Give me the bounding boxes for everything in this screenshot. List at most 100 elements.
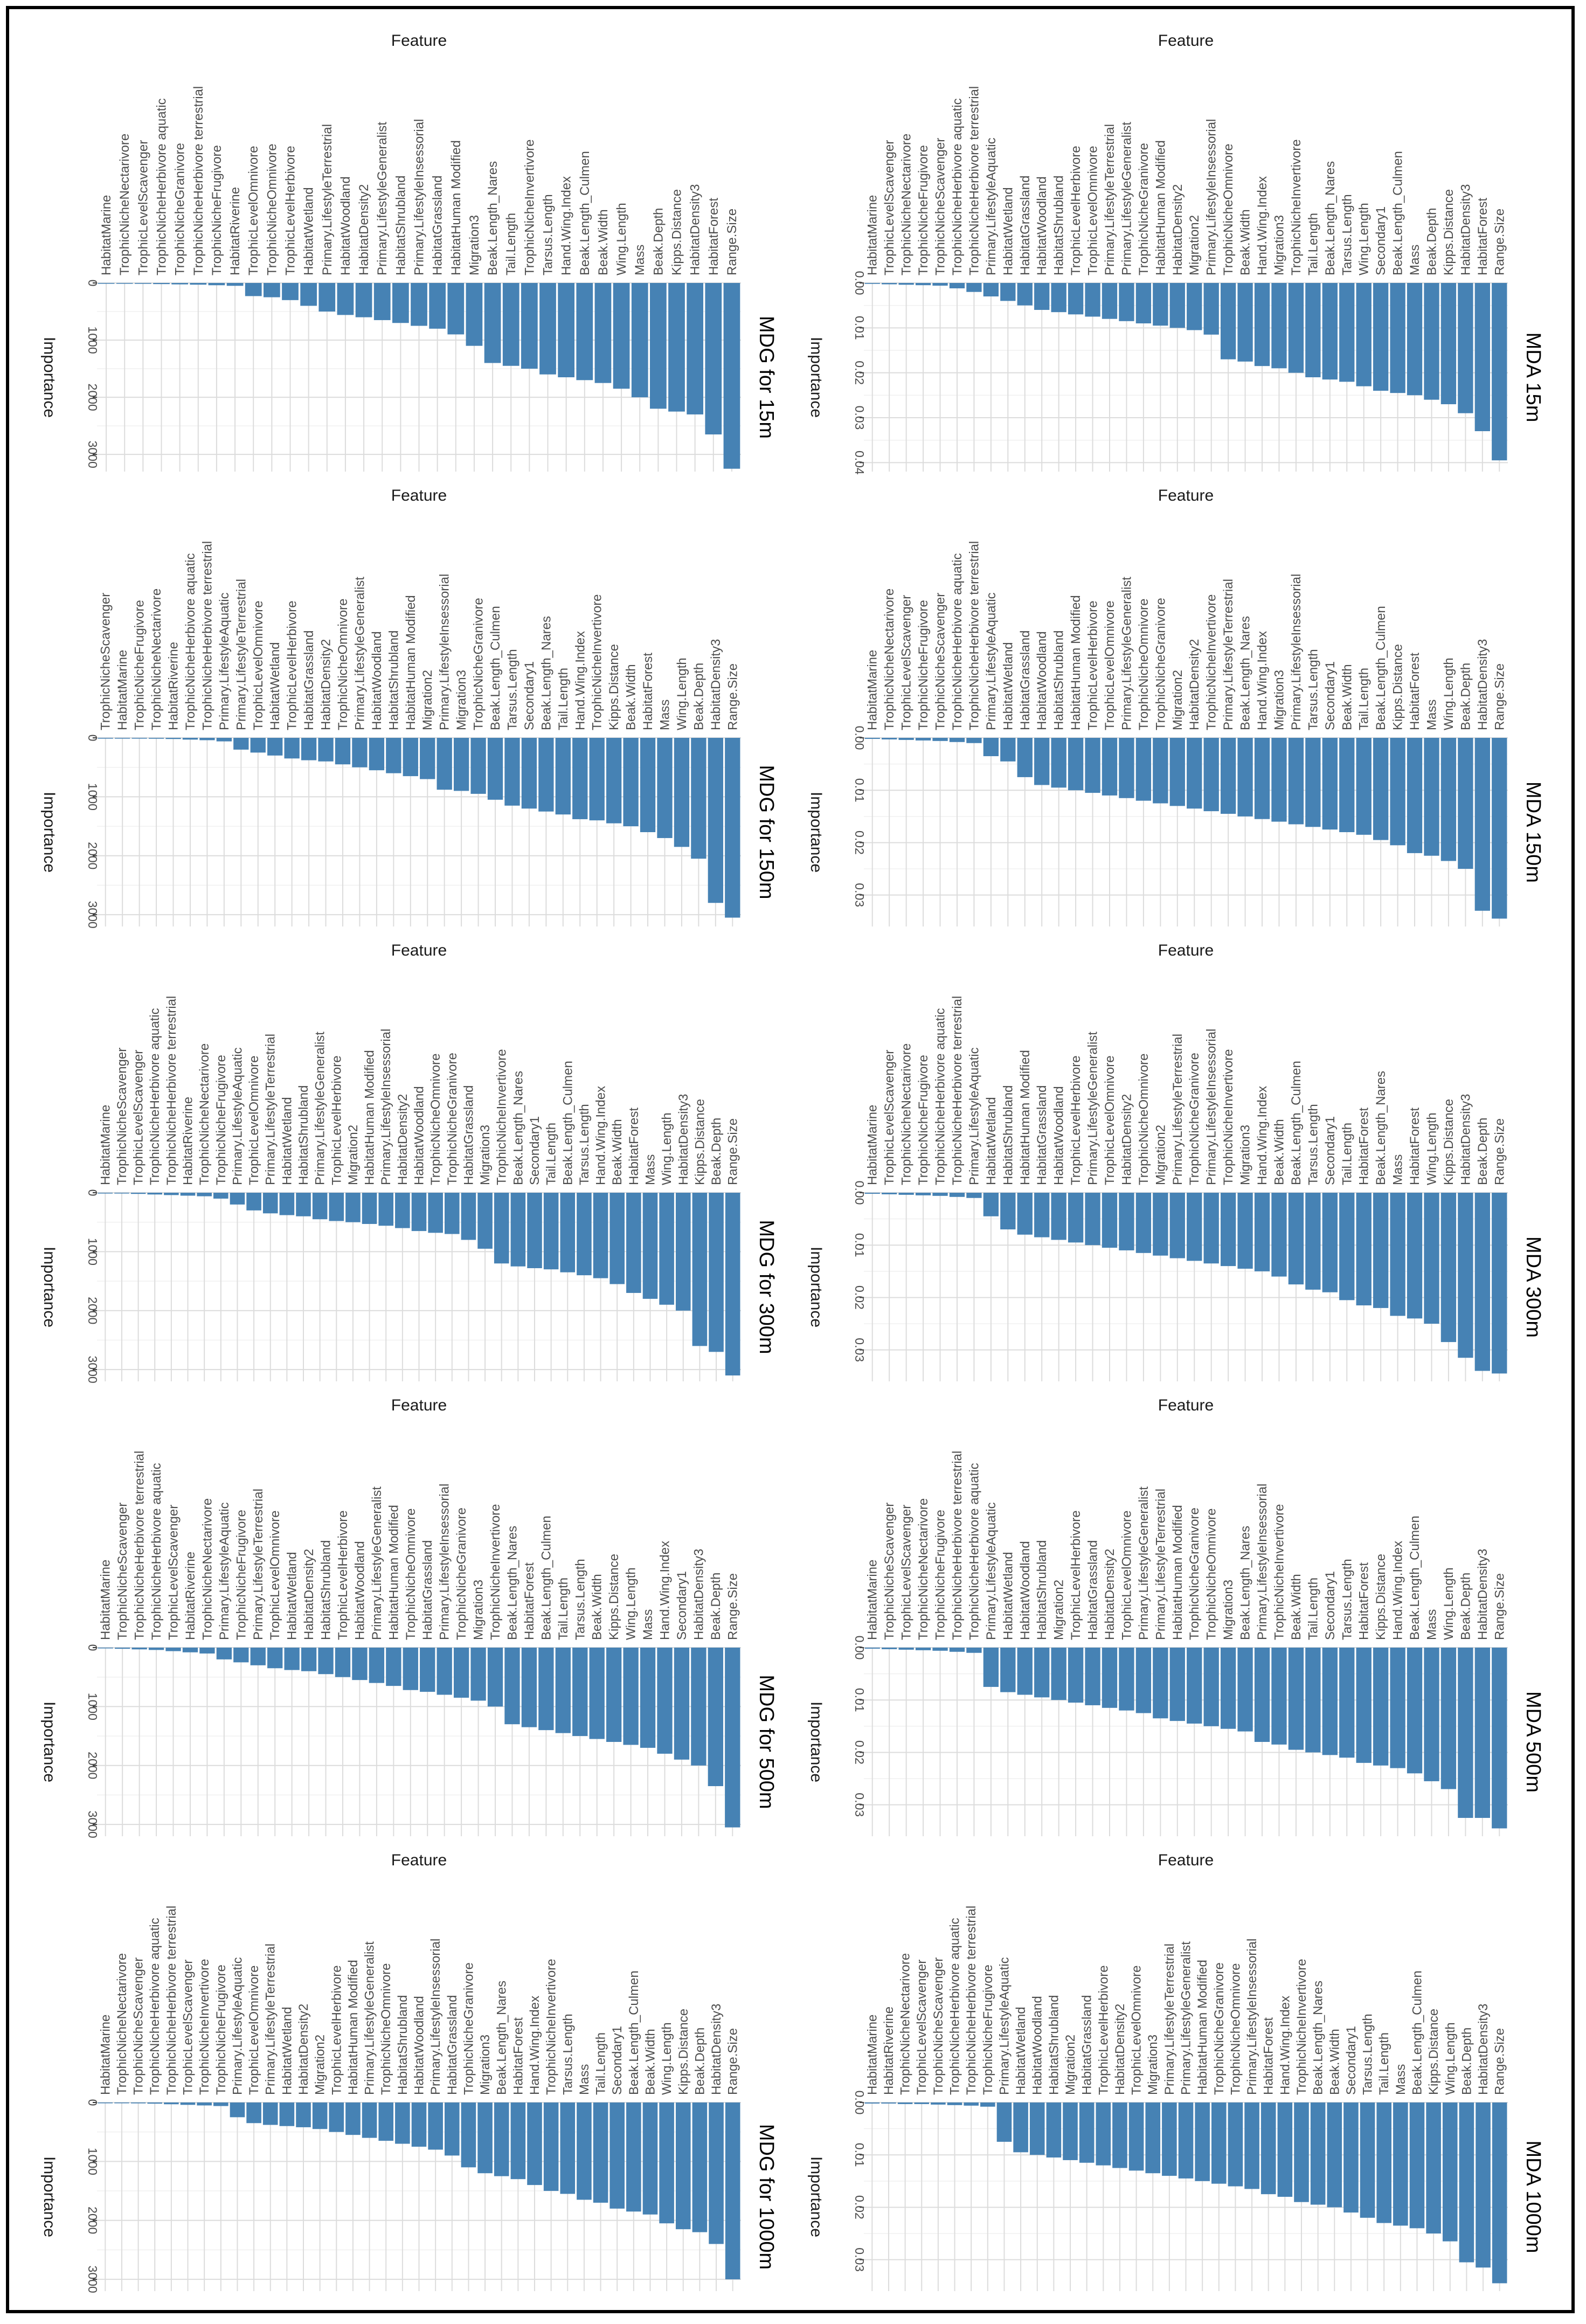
bar bbox=[1458, 283, 1473, 413]
feature-label: TrophicNicheGranivore bbox=[1137, 143, 1151, 275]
bar bbox=[864, 2102, 880, 2104]
feature-label: Beak.Width bbox=[643, 2029, 657, 2095]
feature-label: TrophicNicheScavenger bbox=[115, 1048, 129, 1185]
feature-label: Kipps.Distance bbox=[676, 2009, 691, 2095]
feature-label: Primary.LifestyleInsessorial bbox=[438, 574, 452, 730]
feature-label: TrophicNicheHerbivore aquatic bbox=[148, 1008, 162, 1185]
bar bbox=[1492, 283, 1507, 461]
bar bbox=[1390, 283, 1405, 393]
feature-label: HabitatGrassland bbox=[1086, 1540, 1100, 1640]
bar bbox=[250, 1648, 266, 1665]
feature-label: HabitatDensity2 bbox=[296, 2004, 311, 2095]
feature-label: HabitatDensity2 bbox=[1103, 1549, 1117, 1640]
feature-label: TrophicNicheInvertivore bbox=[1294, 1959, 1309, 2095]
bar bbox=[1128, 2102, 1144, 2171]
bar bbox=[1237, 738, 1253, 817]
feature-label: TrophicNicheNectarivore bbox=[916, 1498, 931, 1640]
feature-label: Range.Size bbox=[1492, 663, 1507, 730]
bar bbox=[1068, 1193, 1084, 1243]
bar bbox=[1390, 1648, 1405, 1768]
feature-label: HabitatShrubland bbox=[393, 176, 408, 275]
feature-label: Tail.Length bbox=[1306, 213, 1320, 275]
bar bbox=[980, 2102, 995, 2107]
bar bbox=[1051, 738, 1066, 788]
bar bbox=[898, 1648, 914, 1650]
feature-label: HabitatForest bbox=[641, 653, 655, 730]
bar bbox=[1343, 2102, 1359, 2213]
feature-label: HabitatForest bbox=[1408, 653, 1422, 730]
bar bbox=[1339, 738, 1355, 832]
bar bbox=[180, 2102, 196, 2105]
bar bbox=[606, 738, 622, 824]
feature-label: TrophicNicheInvertivore bbox=[1289, 139, 1304, 275]
bar bbox=[284, 738, 300, 759]
feature-label: Primary.LifestyleAquatic bbox=[217, 592, 232, 730]
bar bbox=[1220, 283, 1236, 359]
bar bbox=[1407, 283, 1423, 396]
importance-axis-title: Importance bbox=[807, 792, 825, 873]
bar bbox=[345, 1193, 361, 1222]
feature-label: HabitatGrassland bbox=[1018, 631, 1033, 730]
bar bbox=[931, 2102, 946, 2105]
feature-label: Hand.Wing.Index bbox=[1255, 176, 1270, 275]
bar bbox=[1153, 283, 1168, 326]
bar bbox=[527, 1193, 542, 1268]
tick-label: 0.02 bbox=[853, 2195, 867, 2219]
feature-label: HabitatMarine bbox=[115, 650, 130, 730]
feature-label: Tail.Length bbox=[556, 1578, 571, 1640]
bar bbox=[560, 1193, 576, 1272]
bar bbox=[1187, 738, 1202, 809]
feature-label: HabitatDensity2 bbox=[396, 1094, 410, 1185]
feature-label: Beak.Width bbox=[1238, 209, 1253, 275]
feature-label: TrophicNicheOmnivore bbox=[1137, 598, 1151, 730]
feature-label: Kipps.Distance bbox=[1374, 1554, 1388, 1640]
feature-label: TrophicNicheHerbivore aquatic bbox=[950, 553, 965, 730]
bar bbox=[262, 2102, 278, 2125]
bar bbox=[444, 1193, 460, 1234]
bar bbox=[594, 283, 612, 383]
feature-label: Migration3 bbox=[1272, 215, 1286, 275]
bar bbox=[1294, 2102, 1309, 2202]
bar bbox=[659, 2102, 674, 2224]
feature-label: Primary.LifestyleAquatic bbox=[230, 1957, 245, 2095]
tick-label: 0 bbox=[86, 280, 100, 287]
feature-label: Kipps.Distance bbox=[692, 1099, 707, 1185]
feature-label: Secondary1 bbox=[522, 661, 537, 730]
bar bbox=[1474, 1648, 1490, 1818]
tick-label: 0.00 bbox=[853, 1181, 867, 1205]
feature-label: HabitatWetland bbox=[280, 2007, 294, 2095]
feature-label: TrophicNicheNectarivore bbox=[882, 589, 897, 730]
feature-label: Beak.Depth bbox=[1424, 208, 1439, 275]
bar bbox=[949, 738, 965, 742]
bar bbox=[1409, 2102, 1425, 2229]
bar bbox=[1034, 1648, 1050, 1698]
bar bbox=[318, 738, 334, 762]
bar bbox=[983, 1648, 999, 1687]
bar bbox=[898, 738, 914, 740]
bar bbox=[494, 2102, 509, 2176]
feature-label: HabitatWoodland bbox=[412, 1086, 427, 1185]
feature-label: HabitatShrubland bbox=[319, 1540, 334, 1640]
bar bbox=[1119, 1193, 1134, 1250]
feature-label: TrophicNicheFrugivore bbox=[210, 145, 224, 275]
bar bbox=[386, 738, 401, 773]
feature-label: TrophicLevelHerbivore bbox=[285, 600, 300, 730]
bar bbox=[576, 283, 593, 381]
feature-label: Secondary1 bbox=[1323, 661, 1338, 730]
feature-label: Tail.Length bbox=[544, 1123, 559, 1185]
bar bbox=[1153, 1193, 1168, 1256]
bar bbox=[369, 1648, 385, 1683]
bar bbox=[420, 1648, 435, 1692]
feature-label: Primary.LifestyleAquatic bbox=[997, 1957, 1012, 2095]
feature-label: Beak.Length_Nares bbox=[486, 161, 500, 275]
feature-label: TrophicNicheNectarivore bbox=[899, 1043, 914, 1185]
feature-label: TrophicLevelHerbivore bbox=[1096, 1965, 1111, 2095]
feature-label: Beak.Length_Nares bbox=[1323, 161, 1338, 275]
bar bbox=[1458, 1193, 1473, 1358]
bar bbox=[300, 283, 317, 306]
feature-label: Migration2 bbox=[346, 1125, 361, 1185]
tick-label: 0.00 bbox=[853, 1636, 867, 1660]
feature-label: Hand.Wing.Index bbox=[528, 1996, 542, 2095]
panel-title: MDG for 1000m bbox=[755, 2124, 778, 2270]
feature-label: Tarsus.Length bbox=[577, 1104, 592, 1185]
